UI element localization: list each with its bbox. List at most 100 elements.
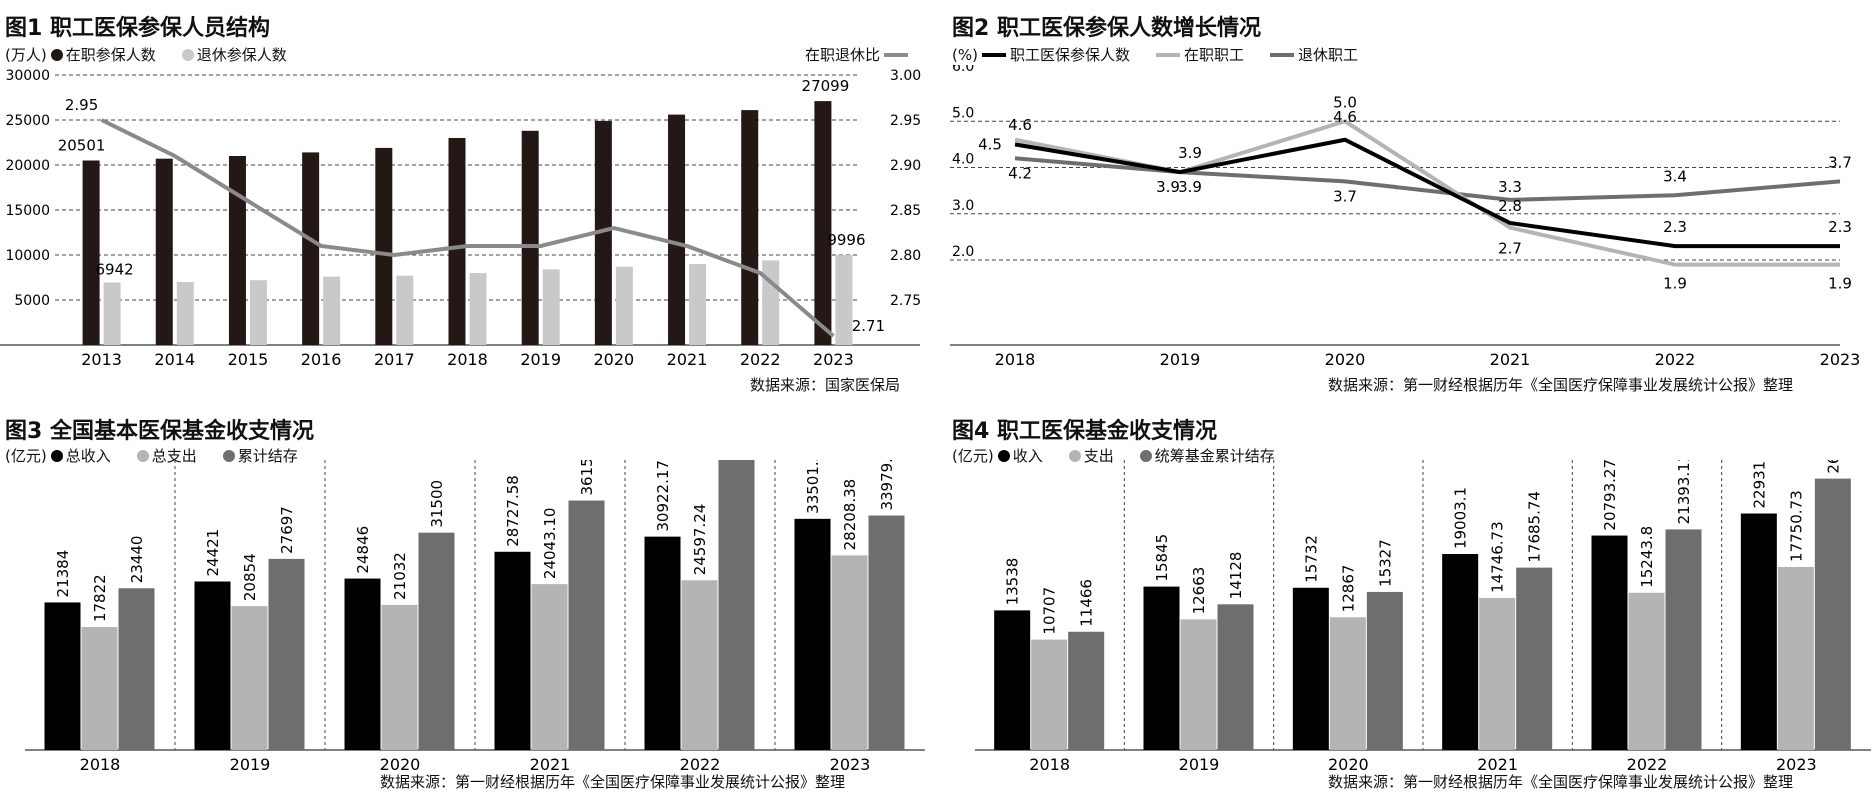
bar (718, 460, 755, 750)
legend-label: 在职退休比 (805, 46, 881, 64)
data-label: 12663 (1190, 567, 1208, 615)
chart-3: 21384 17822 23440 2018 24421 20854 27697 2019 24… (25, 460, 925, 774)
bar (1814, 478, 1851, 750)
panel-3-legend: (亿元) 总收入 总支出 累计结存 (5, 445, 324, 466)
bar-active (375, 147, 393, 345)
x-tick-label: 2016 (301, 350, 342, 365)
x-tick-label: 2023 (1776, 755, 1817, 774)
bar-retired (615, 266, 633, 345)
data-label: 23440 (128, 536, 146, 584)
data-label: 20854 (241, 553, 259, 601)
bar (1180, 619, 1217, 750)
bar (1628, 592, 1665, 750)
legend-item: 退休参保人数 (181, 44, 287, 65)
x-tick-label: 2023 (813, 350, 854, 365)
data-label: 24043.10 (541, 508, 559, 580)
legend-item: 总支出 (136, 445, 197, 466)
bar (1031, 639, 1068, 750)
panel-2: 图2 职工医保参保人数增长情况 (%) 职工医保参保人数 在职职工 退休职工 6… (950, 0, 1876, 400)
data-label: 30922.17 (654, 460, 672, 532)
series-line (1014, 137, 1840, 249)
bar (994, 610, 1031, 750)
y-tick-label: 6.0 (952, 65, 974, 75)
chart-1: 30000 25000 20000 15000 10000 5000 3.00 2.95 2.9… (0, 68, 921, 365)
data-label: 5.0 (1333, 93, 1357, 111)
data-label: 2.7 (1498, 240, 1522, 258)
panel-4-source: 数据来源：第一财经根据历年《全国医疗保障事业发展统计公报》整理 (1328, 773, 1794, 791)
y-tick-label: 4.0 (952, 152, 974, 168)
data-label: 2.8 (1498, 197, 1522, 215)
data-label: 1.9 (1663, 275, 1687, 293)
legend-item: 职工医保参保人数 (981, 44, 1130, 65)
data-label: 11466 (1078, 579, 1096, 627)
y-tick-label: 5.0 (952, 105, 974, 121)
y2-tick-label: 3.00 (890, 68, 921, 84)
legend-item: 在职职工 (1155, 44, 1244, 65)
bar (1442, 554, 1479, 750)
legend-item: 收入 (997, 445, 1043, 466)
bar-active (668, 114, 686, 345)
data-label: 20793.27 (1601, 460, 1619, 531)
x-tick-label: 2020 (380, 755, 421, 774)
panel-1-source: 数据来源：国家医保局 (750, 376, 901, 394)
bar (344, 578, 381, 750)
bar-active (814, 101, 832, 345)
x-tick-label: 2023 (1820, 350, 1861, 365)
data-label: 15327 (1376, 539, 1394, 587)
bar (194, 581, 231, 750)
bar (1068, 631, 1105, 750)
data-label: 3.3 (1498, 178, 1522, 196)
data-label: 15243.8 (1638, 526, 1656, 588)
series-line (1014, 156, 1841, 202)
bar (644, 536, 681, 750)
x-tick-label: 2022 (740, 350, 781, 365)
data-label: 21384 (54, 550, 72, 598)
bar-retired (835, 255, 853, 345)
data-label: 2.95 (65, 96, 98, 114)
y2-tick-label: 2.80 (890, 248, 921, 264)
y-tick-label: 30000 (5, 68, 50, 84)
data-label: 28208.38 (841, 479, 859, 551)
data-label: 36156.3 (578, 460, 596, 496)
panel-3-unit: (亿元) (5, 447, 47, 465)
legend-label: 在职参保人数 (65, 46, 156, 64)
chart-2: 6.0 5.0 4.0 3.0 2.0 2018 2019 2020 2021 2022 2023 4… (950, 65, 1861, 365)
data-label: 4.6 (1008, 116, 1032, 134)
y2-tick-label: 2.95 (890, 113, 921, 129)
y-tick-label: 2.0 (952, 244, 974, 260)
bar (831, 555, 868, 750)
bar-retired (176, 282, 194, 345)
panel-2-legend: (%) 职工医保参保人数 在职职工 退休职工 (952, 44, 1384, 65)
data-label: 2.3 (1828, 218, 1852, 236)
data-label: 28727.58 (504, 475, 522, 547)
panel-1-title: 图1 职工医保参保人员结构 (5, 16, 270, 41)
data-label: 24846 (354, 526, 372, 574)
y-tick-label: 5000 (14, 293, 50, 309)
panel-3-source: 数据来源：第一财经根据历年《全国医疗保障事业发展统计公报》整理 (380, 773, 846, 791)
x-tick-label: 2020 (1328, 755, 1369, 774)
bar (1777, 566, 1814, 750)
legend-label: 统筹基金累计结存 (1154, 447, 1275, 465)
bar (1143, 586, 1180, 750)
x-tick-label: 2019 (1160, 350, 1201, 365)
panel-4-title: 图4 职工医保基金收支情况 (952, 419, 1217, 444)
panel-2-unit: (%) (952, 45, 978, 64)
legend-label: 总支出 (151, 447, 197, 465)
data-label: 27099 (802, 77, 850, 95)
legend-label: 退休参保人数 (196, 46, 287, 64)
ratio-line (100, 118, 835, 338)
bar (868, 515, 905, 750)
bar (1591, 535, 1628, 750)
legend-item: 总收入 (50, 445, 111, 466)
data-label: 3.4 (1663, 167, 1687, 185)
bar (1665, 529, 1702, 750)
data-label: 14746.73 (1489, 521, 1507, 593)
data-label: 19003.1 (1452, 487, 1470, 549)
x-tick-label: 2015 (228, 350, 269, 365)
bar (794, 518, 831, 750)
bar-active (302, 152, 320, 345)
data-label: 31500 (428, 480, 446, 528)
y-tick-label: 3.0 (952, 198, 974, 214)
bar (1479, 597, 1516, 750)
bar (381, 604, 418, 750)
